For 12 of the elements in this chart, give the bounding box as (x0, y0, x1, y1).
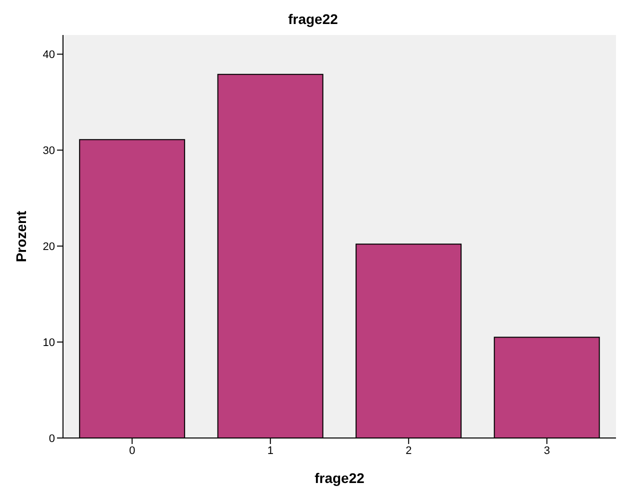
x-tick-label: 1 (267, 444, 274, 457)
y-tick-label: 10 (42, 336, 55, 349)
x-axis-title: frage22 (314, 470, 365, 486)
chart-title: frage22 (287, 10, 339, 29)
y-tick-label: 0 (48, 432, 55, 445)
y-axis-title: Prozent (12, 210, 29, 262)
x-tick-label: 2 (406, 444, 412, 457)
y-tick-label: 20 (42, 241, 55, 253)
x-tick-label: 3 (544, 444, 550, 457)
y-tick-label: 40 (42, 49, 55, 62)
y-tick-label: 30 (42, 145, 55, 158)
x-tick-label: 0 (129, 444, 136, 457)
